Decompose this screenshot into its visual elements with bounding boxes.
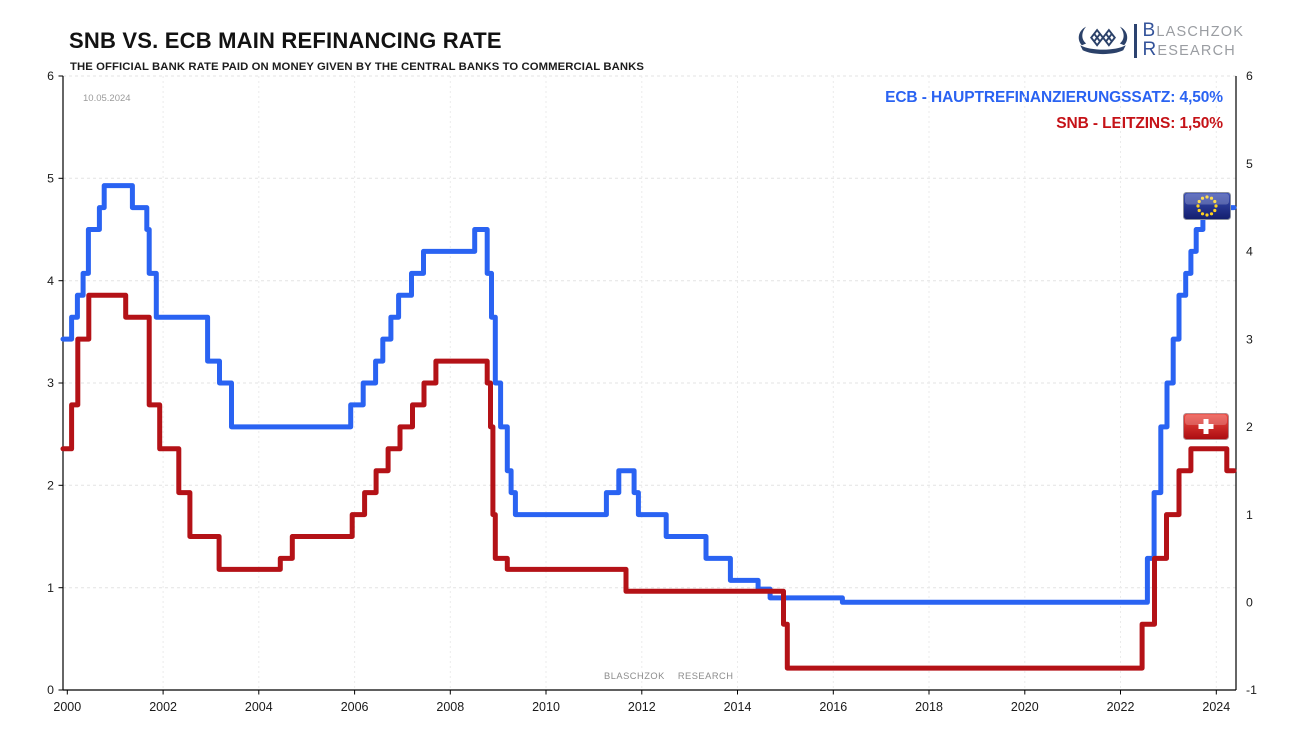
svg-text:4: 4 <box>47 274 54 288</box>
svg-text:2008: 2008 <box>436 700 464 714</box>
logo-line2: RESEARCH <box>1142 39 1236 60</box>
svg-text:2002: 2002 <box>149 700 177 714</box>
viking-ship-icon <box>1078 26 1128 55</box>
svg-text:2024: 2024 <box>1202 700 1230 714</box>
axis-labels: 0 1 2 3 4 5 6 -1 0 1 2 3 4 5 6 2000 2002 2004 2006 2008 2010… <box>47 69 1257 714</box>
axis-frame <box>58 75 1237 695</box>
series-line-ecb <box>60 183 1237 605</box>
watermark: BLASCHZOK RESEARCH <box>604 671 734 681</box>
svg-text:2020: 2020 <box>1011 700 1039 714</box>
svg-text:2022: 2022 <box>1107 700 1135 714</box>
svg-text:4: 4 <box>1246 245 1253 259</box>
svg-text:5: 5 <box>47 172 54 186</box>
switzerland-flag-icon <box>1183 413 1229 440</box>
logo-line1: BLASCHZOK <box>1142 20 1245 41</box>
svg-text:5: 5 <box>1246 157 1253 171</box>
series-line-snb <box>60 292 1237 671</box>
chart-subtitle: THE OFFICIAL BANK RATE PAID ON MONEY GIV… <box>70 61 645 73</box>
brand-logo: BLASCHZOK RESEARCH <box>1076 20 1244 62</box>
gridlines <box>63 75 1236 690</box>
svg-text:2018: 2018 <box>915 700 943 714</box>
page-title: SNB VS. ECB MAIN REFINANCING RATE <box>69 28 502 53</box>
svg-text:2014: 2014 <box>724 700 752 714</box>
chart-legend: ECB - HAUPTREFINANZIERUNGSSATZ: 4,50% SN… <box>885 90 1223 141</box>
date-annotation: 10.05.2024 <box>83 93 131 104</box>
eu-flag-icon <box>1183 192 1231 220</box>
svg-text:2010: 2010 <box>532 700 560 714</box>
logo-divider <box>1134 24 1137 58</box>
svg-text:1: 1 <box>47 581 54 595</box>
logo-wordmark: BLASCHZOK RESEARCH <box>1142 20 1245 60</box>
svg-text:0: 0 <box>1246 596 1253 610</box>
svg-text:3: 3 <box>1246 332 1253 346</box>
svg-text:-1: -1 <box>1246 683 1257 697</box>
svg-text:2000: 2000 <box>53 700 81 714</box>
svg-text:2016: 2016 <box>819 700 847 714</box>
svg-text:6: 6 <box>1246 69 1253 83</box>
svg-text:6: 6 <box>47 69 54 83</box>
svg-text:2: 2 <box>47 479 54 493</box>
svg-text:2012: 2012 <box>628 700 656 714</box>
svg-text:2004: 2004 <box>245 700 273 714</box>
svg-text:0: 0 <box>47 683 54 697</box>
legend-snb-label: SNB - LEITZINS: 1,50% <box>1056 114 1223 132</box>
svg-text:2: 2 <box>1246 420 1253 434</box>
svg-text:3: 3 <box>47 376 54 390</box>
svg-text:2006: 2006 <box>341 700 369 714</box>
legend-ecb-label: ECB - HAUPTREFINANZIERUNGSSATZ: 4,50% <box>885 89 1223 106</box>
svg-text:1: 1 <box>1246 508 1253 522</box>
